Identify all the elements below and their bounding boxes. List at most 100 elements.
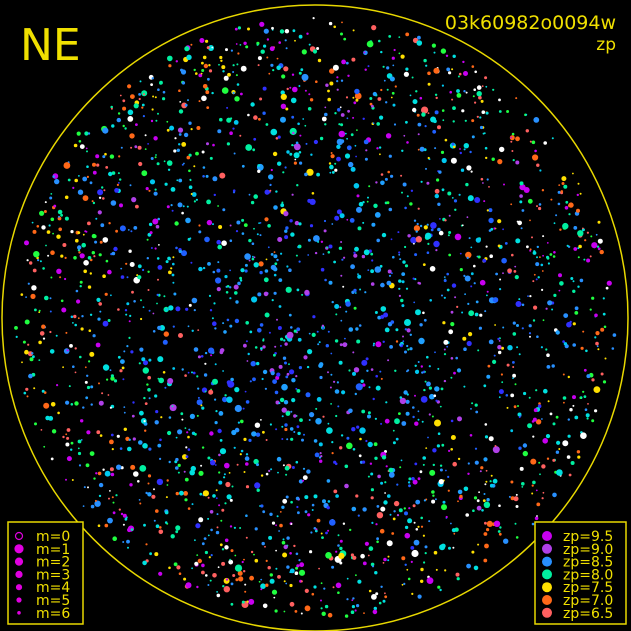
- star-point: [398, 36, 401, 38]
- star-point: [82, 195, 89, 202]
- star-point: [273, 254, 278, 259]
- star-point: [384, 492, 386, 494]
- star-point: [316, 330, 319, 333]
- star-point: [392, 441, 396, 445]
- star-point: [205, 174, 209, 178]
- star-point: [403, 134, 406, 137]
- star-point: [290, 523, 293, 525]
- star-point: [215, 410, 218, 413]
- star-point: [445, 469, 447, 472]
- star-point: [443, 279, 447, 283]
- star-point: [224, 394, 227, 397]
- star-point: [123, 427, 128, 431]
- color-legend-label: zp=7.0: [563, 593, 613, 609]
- star-point: [350, 133, 354, 137]
- star-point: [417, 281, 421, 285]
- star-point: [438, 230, 444, 236]
- star-point: [551, 137, 554, 140]
- star-point: [244, 390, 247, 393]
- star-point: [193, 200, 196, 203]
- star-point: [218, 225, 223, 229]
- star-point: [141, 106, 144, 109]
- star-point: [315, 528, 318, 531]
- star-point: [576, 450, 581, 454]
- star-point: [215, 277, 222, 284]
- star-point: [201, 446, 205, 449]
- star-point: [482, 258, 487, 263]
- star-point: [408, 507, 411, 510]
- star-point: [463, 143, 469, 149]
- star-point: [175, 306, 181, 312]
- star-point: [284, 342, 288, 346]
- star-point: [290, 410, 293, 413]
- star-point: [75, 289, 79, 293]
- star-point: [174, 221, 179, 226]
- star-point: [315, 80, 318, 83]
- star-point: [532, 280, 535, 283]
- star-point: [105, 259, 109, 263]
- star-point: [567, 375, 570, 379]
- star-point: [217, 244, 222, 250]
- star-point: [342, 285, 345, 288]
- star-point: [247, 113, 250, 117]
- star-point: [319, 459, 323, 463]
- star-point: [302, 479, 305, 482]
- star-point: [295, 254, 298, 257]
- star-point: [62, 366, 64, 369]
- star-point: [281, 383, 288, 391]
- star-point: [127, 229, 130, 231]
- star-point: [476, 499, 480, 503]
- star-point: [577, 247, 580, 250]
- star-point: [404, 328, 408, 331]
- star-point: [99, 310, 102, 313]
- star-point: [278, 305, 282, 308]
- star-point: [138, 440, 143, 445]
- star-point: [301, 73, 309, 81]
- star-point: [14, 326, 18, 330]
- star-point: [415, 230, 418, 233]
- star-point: [410, 546, 415, 550]
- star-point: [186, 54, 192, 60]
- star-point: [218, 480, 223, 485]
- star-point: [222, 322, 225, 325]
- star-point: [111, 124, 115, 128]
- star-point: [295, 387, 298, 390]
- star-point: [379, 115, 384, 120]
- star-point: [119, 225, 126, 232]
- star-point: [437, 202, 441, 206]
- star-point: [515, 136, 520, 142]
- star-point: [484, 423, 488, 426]
- star-point: [474, 101, 477, 104]
- star-point: [428, 413, 431, 416]
- star-point: [142, 560, 147, 566]
- star-point: [189, 179, 192, 182]
- star-point: [163, 295, 166, 298]
- star-point: [422, 456, 427, 460]
- star-point: [138, 93, 142, 96]
- star-point: [271, 299, 274, 302]
- star-point: [184, 374, 187, 377]
- star-point: [397, 231, 400, 234]
- star-point: [252, 377, 256, 382]
- star-point: [467, 302, 470, 305]
- star-point: [216, 287, 221, 292]
- star-point: [292, 29, 296, 33]
- star-point: [579, 396, 582, 399]
- star-point: [485, 156, 488, 160]
- star-point: [260, 474, 264, 477]
- star-point: [358, 324, 362, 327]
- star-point: [370, 496, 374, 500]
- star-point: [230, 602, 234, 606]
- star-point: [530, 458, 537, 465]
- star-point: [334, 304, 340, 309]
- star-point: [434, 93, 438, 97]
- star-point: [497, 530, 501, 533]
- star-point: [545, 434, 551, 439]
- star-point: [200, 355, 204, 358]
- star-point: [539, 473, 541, 476]
- star-point: [528, 324, 532, 328]
- star-point: [348, 408, 353, 414]
- star-point: [248, 193, 251, 196]
- star-point: [390, 96, 393, 99]
- star-point: [177, 127, 184, 133]
